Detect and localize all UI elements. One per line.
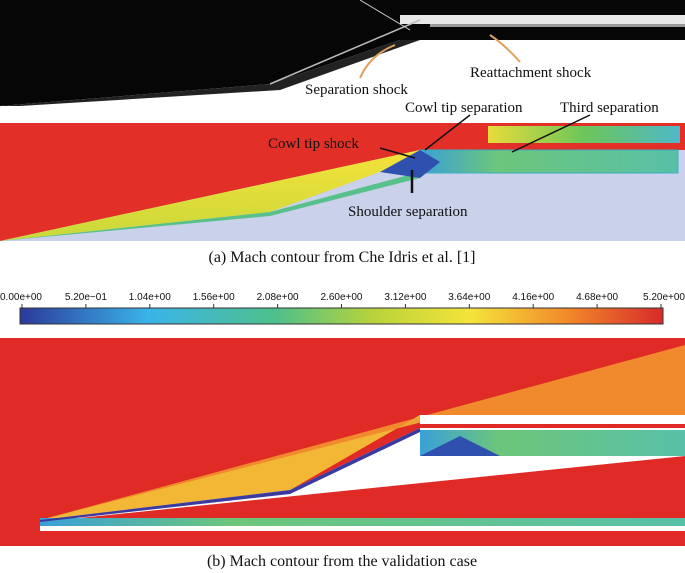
- arrow: [424, 114, 471, 151]
- schlieren-image: [0, 0, 685, 106]
- colorbar-tick-label: 1.04e+00: [129, 292, 171, 303]
- caption: (a) Mach contour from Che Idris et al. […: [208, 249, 475, 266]
- arrow: [489, 34, 521, 63]
- colorbar-tick-label: 3.64e+00: [448, 292, 490, 303]
- colorbar-tick-label: 4.68e+00: [576, 292, 618, 303]
- arrow: [359, 44, 396, 79]
- colorbar-tick-label: 2.08e+00: [257, 292, 299, 303]
- colorbar-tick-label: 2.60e+00: [321, 292, 363, 303]
- colorbar-tick-label: 5.20e−01: [65, 292, 107, 303]
- colorbar-tick-label: 3.12e+00: [384, 292, 426, 303]
- colorbar-tick-label: 4.16e+00: [512, 292, 554, 303]
- arrow: [379, 147, 416, 159]
- colorbar: [19, 307, 664, 325]
- colorbar-tick-label: 5.20e+00: [643, 292, 685, 303]
- annotation: Cowl tip separation: [405, 100, 523, 116]
- annotation: Shoulder separation: [348, 204, 468, 220]
- annotation: Reattachment shock: [470, 65, 592, 81]
- annotation: Separation shock: [305, 82, 408, 98]
- contour-image-b: [0, 338, 685, 546]
- annotation: Cowl tip shock: [268, 136, 359, 152]
- arrow: [511, 114, 591, 153]
- colorbar-tick-label: 0.00e+00: [0, 292, 42, 303]
- contour-image-a: [0, 123, 685, 241]
- caption: (b) Mach contour from the validation cas…: [207, 553, 477, 570]
- annotation: Third separation: [560, 100, 659, 116]
- colorbar-tick-label: 1.56e+00: [193, 292, 235, 303]
